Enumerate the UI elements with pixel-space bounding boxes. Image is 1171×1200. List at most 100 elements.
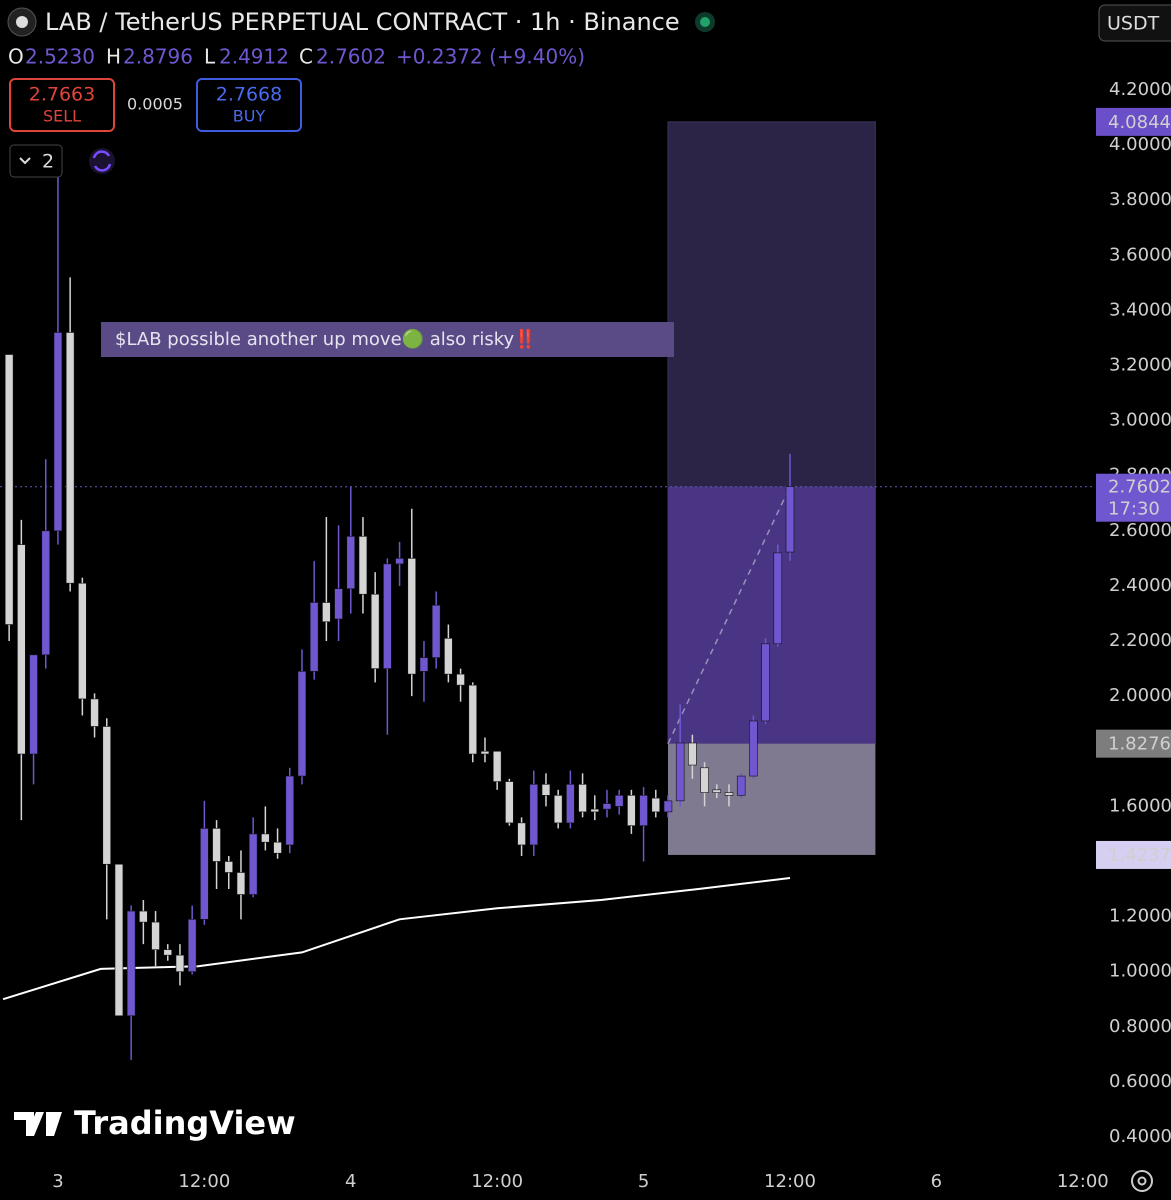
candle-body [224,861,234,873]
x-tick-label: 12:00 [764,1171,816,1192]
currency-button[interactable] [1098,4,1171,42]
buy-price[interactable]: 2.7668 [216,84,282,106]
candle-body [17,544,26,755]
legend-value: 2.7602 [316,45,386,69]
candle-body [322,602,331,623]
candle-body [309,602,319,672]
indicators-toggle[interactable] [9,144,63,178]
candle-body [761,643,770,722]
target-label: 4.0844 [1108,112,1171,133]
legend-key: H [106,45,121,69]
candle-body [4,354,14,625]
y-tick-label: 3.6000 [1109,244,1171,265]
y-tick-label: 2.0000 [1109,685,1171,706]
y-tick-label: 2.4000 [1109,575,1171,596]
candle-body [456,673,465,686]
buy-button[interactable] [196,78,302,132]
position-path [667,486,791,744]
candle-body [566,784,575,824]
candle-body [90,698,99,727]
indicators-count[interactable]: 2 [42,151,54,173]
stop-label-bg [1096,840,1171,869]
axis-layer: 4.2000 4.0000 3.8000 3.6000 3.4000 3.2000 3.00… [52,79,1171,1192]
watermark: TradingView [74,1104,296,1142]
candle-body [675,742,685,802]
candle-body [212,828,221,862]
candle-body [529,784,539,846]
candle-body [163,949,173,956]
candle-body [187,919,197,972]
position-filled-zone [667,486,876,744]
candle-body [151,921,160,950]
candle-body [688,742,697,766]
last-price-label: 2.7602 [1108,477,1171,498]
candle-body [102,726,112,865]
last-price-label-bg [1096,473,1171,522]
y-tick-label: 1.0000 [1109,961,1171,982]
candle-body [749,720,758,777]
market-status-dot [700,17,710,27]
candle-body [236,872,246,895]
candle-body [627,795,636,826]
sell-button[interactable] [9,78,115,132]
candle-body [578,784,587,813]
annotation-text: $LAB possible another up move🟢 also risk… [115,328,537,350]
spread: 0.0005 [127,95,183,114]
candle-body [444,638,453,675]
candle-body [395,558,404,565]
candle-body [590,808,600,813]
y-tick-label: 2.2000 [1109,630,1171,651]
y-tick-label: 3.4000 [1109,299,1171,320]
symbol-title[interactable]: LAB / TetherUS PERPETUAL CONTRACT · 1h ·… [45,8,680,36]
entry-label-bg [1096,729,1171,758]
y-tick-label: 1.2000 [1109,906,1171,927]
legend-key: O [8,45,24,69]
candle-body [492,750,502,782]
candle-body [553,795,563,824]
x-tick-label: 12:00 [178,1171,230,1192]
currency-label[interactable]: USDT [1107,13,1160,35]
legend-key: L [204,45,216,69]
candle-body [41,530,51,656]
y-tick-label: 3.2000 [1109,355,1171,376]
legend-value: 2.4912 [219,45,289,69]
candle-body [602,803,612,810]
settings-button[interactable] [1131,1170,1153,1192]
stop-label: 1.4237 [1108,845,1171,866]
candle-body [200,828,209,920]
position-loss-zone [667,743,876,855]
candles-layer [4,175,795,1060]
sell-price[interactable]: 2.7663 [29,84,95,106]
symbol-logo-inner [16,16,28,28]
candle-body [65,332,75,584]
legend-key: C [299,45,313,69]
legend-value: 2.5230 [25,45,95,69]
candle-body [261,833,270,843]
y-tick-label: 4.2000 [1109,79,1171,100]
candle-body [468,684,478,755]
candle-body [126,910,136,1017]
y-tick-label: 0.8000 [1109,1016,1171,1037]
candle-body [285,775,295,846]
candle-body [639,795,648,826]
candle-body [724,792,734,796]
refresh-icon [92,150,112,172]
candle-body [383,563,392,669]
y-tick-label: 4.0000 [1109,134,1171,155]
candle-body [407,558,417,675]
position-layer [0,121,1095,855]
y-tick-label: 0.4000 [1109,1126,1171,1147]
entry-label: 1.8276 [1108,734,1171,755]
x-tick-label: 5 [638,1171,649,1192]
chevron-icon [19,157,31,165]
candle-body [663,800,673,813]
candle-body [346,536,356,590]
candle-body [29,654,38,755]
candle-body [248,833,258,895]
buy-label[interactable]: BUY [233,107,266,126]
sell-label[interactable]: SELL [43,107,81,126]
legend-change: +0.2372 (+9.40%) [396,45,585,69]
